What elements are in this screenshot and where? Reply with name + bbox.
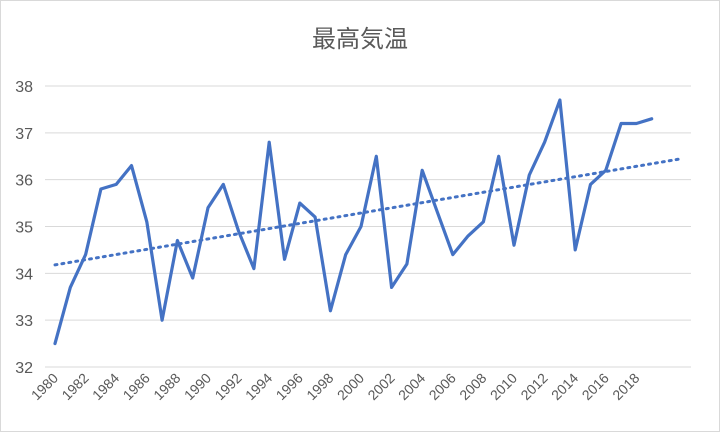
x-tick-label: 1986 xyxy=(120,370,153,403)
x-tick-label: 1994 xyxy=(242,370,275,403)
data-point xyxy=(176,239,179,242)
data-point xyxy=(161,319,164,322)
data-point xyxy=(436,211,439,214)
x-tick-label: 1992 xyxy=(211,370,244,403)
series-line xyxy=(53,98,654,346)
data-point xyxy=(314,216,317,219)
data-point xyxy=(405,262,408,265)
data-point xyxy=(604,169,607,172)
data-point xyxy=(360,225,363,228)
x-tick-label: 2016 xyxy=(579,370,612,403)
data-point xyxy=(329,309,332,312)
data-point xyxy=(497,155,500,158)
trendline xyxy=(53,157,684,267)
data-point xyxy=(222,183,225,186)
data-point xyxy=(252,267,255,270)
y-tick-label: 36 xyxy=(15,173,33,190)
data-point xyxy=(298,202,301,205)
y-tick-label: 35 xyxy=(15,220,33,237)
data-point xyxy=(237,230,240,233)
data-point xyxy=(543,141,546,144)
data-point xyxy=(207,206,210,209)
y-tick-label: 33 xyxy=(15,313,33,330)
data-point xyxy=(145,220,148,223)
data-point xyxy=(574,248,577,251)
x-tick-label: 2008 xyxy=(456,370,489,403)
x-tick-label: 1982 xyxy=(58,370,91,403)
x-tick-label: 1988 xyxy=(150,370,183,403)
data-point xyxy=(650,117,653,120)
data-point xyxy=(191,277,194,280)
data-point xyxy=(268,141,271,144)
x-tick-label: 1990 xyxy=(181,370,214,403)
data-point xyxy=(421,169,424,172)
data-point xyxy=(528,173,531,176)
y-tick-label: 34 xyxy=(15,266,33,283)
x-tick-label: 2014 xyxy=(548,370,581,403)
data-point xyxy=(451,253,454,256)
x-tick-label: 1996 xyxy=(273,370,306,403)
data-point xyxy=(54,342,57,345)
data-point xyxy=(344,253,347,256)
x-tick-label: 1984 xyxy=(89,370,122,403)
data-point xyxy=(390,286,393,289)
data-point xyxy=(375,155,378,158)
x-tick-label: 2002 xyxy=(364,370,397,403)
x-tick-label: 1998 xyxy=(303,370,336,403)
data-point xyxy=(620,122,623,125)
y-tick-label: 37 xyxy=(15,126,33,143)
data-point xyxy=(130,164,133,167)
x-tick-label: 2010 xyxy=(487,370,520,403)
y-tick-label: 38 xyxy=(15,79,33,96)
x-tick-label: 2006 xyxy=(426,370,459,403)
data-point xyxy=(283,258,286,261)
x-tick-label: 2000 xyxy=(334,370,367,403)
chart-title: 最高気温 xyxy=(312,25,408,53)
data-point xyxy=(482,220,485,223)
data-point xyxy=(558,99,561,102)
data-point xyxy=(513,244,516,247)
y-tick-label: 32 xyxy=(15,360,33,377)
data-point xyxy=(99,188,102,191)
x-tick-label: 2018 xyxy=(609,370,642,403)
x-tick-label: 2012 xyxy=(517,370,550,403)
data-point xyxy=(467,234,470,237)
x-tick-label: 2004 xyxy=(395,370,428,403)
data-point xyxy=(635,122,638,125)
data-point xyxy=(84,253,87,256)
data-point xyxy=(589,183,592,186)
data-point xyxy=(69,286,72,289)
data-point xyxy=(115,183,118,186)
